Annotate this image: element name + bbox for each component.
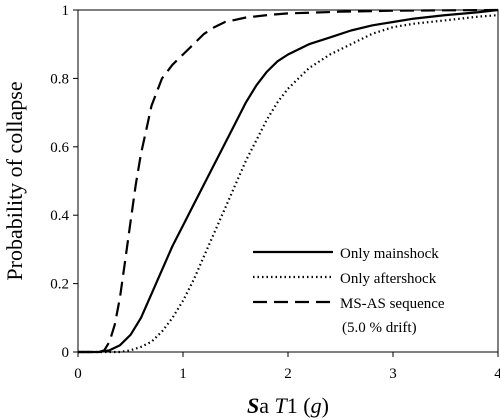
y-tick-label: 0.4 [50,208,69,224]
series-line-only-mainshock [78,8,499,354]
legend-label-only-aftershock: Only aftershock [340,271,437,287]
y-tick-label: 1 [62,3,70,19]
x-tick-label: 4 [494,366,500,382]
legend-note-drift: (5.0 % drift) [342,320,417,336]
y-tick-label: 0.6 [50,140,69,156]
x-axis-title: Sa T1 (g) [247,393,329,418]
y-tick-label: 0.8 [50,71,69,87]
y-axis-title: Probability of collapse [2,81,27,280]
x-tick-label: 3 [389,366,397,382]
series-line-only-aftershock [78,14,499,354]
legend: Only mainshock Only aftershock MS-AS seq… [253,246,445,336]
y-tick-label: 0 [62,345,70,361]
x-tick-label: 2 [284,366,292,382]
x-tick-label: 0 [74,366,82,382]
series-line-ms-as-sequence [78,8,499,354]
y-axis: 0 0.2 0.4 0.6 0.8 1 [50,3,78,361]
legend-label-only-mainshock: Only mainshock [340,246,439,262]
legend-label-ms-as-sequence: MS-AS sequence [340,296,445,312]
x-axis: 0 1 2 3 4 [74,352,500,382]
series-layer [78,8,499,354]
x-tick-label: 1 [179,366,187,382]
y-tick-label: 0.2 [50,277,69,293]
